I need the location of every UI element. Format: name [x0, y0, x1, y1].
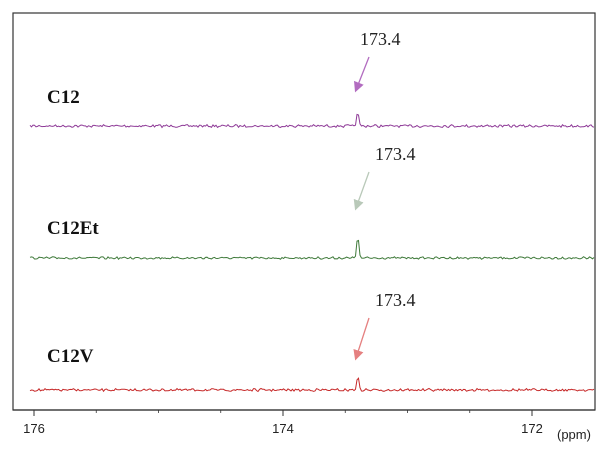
peak-arrow-c12et	[353, 171, 370, 211]
x-tick-label-174: 174	[272, 421, 294, 436]
x-tick-label-176: 176	[23, 421, 45, 436]
series-layer	[29, 56, 595, 393]
series-line-c12	[29, 113, 595, 129]
peak-arrow-c12	[354, 56, 370, 93]
series-label-c12: C12	[47, 87, 80, 108]
series-label-c12et: C12Et	[47, 218, 99, 239]
x-axis-ticks: 176 174 172	[23, 410, 543, 436]
x-unit-label: (ppm)	[557, 427, 591, 442]
series-line-c12et	[29, 239, 595, 260]
x-tick-label-172: 172	[521, 421, 543, 436]
series-line-c12v	[29, 377, 595, 393]
plot-frame	[12, 12, 596, 411]
peak-label-c12v: 173.4	[375, 290, 416, 310]
peak-label-c12et: 173.4	[375, 144, 416, 164]
peak-label-c12: 173.4	[360, 29, 401, 49]
peak-arrow-c12v	[353, 317, 370, 361]
series-label-c12v: C12V	[47, 346, 94, 367]
